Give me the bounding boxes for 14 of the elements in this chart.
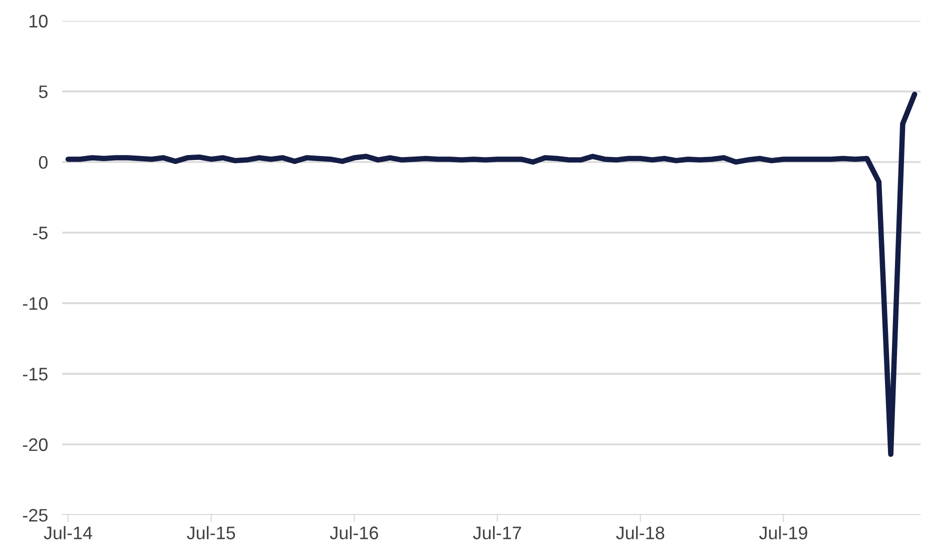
y-tick-label: -20 — [22, 438, 48, 452]
y-tick-label: 5 — [38, 86, 48, 98]
y-tick-label: -5 — [33, 226, 48, 240]
y-tick-label: -25 — [22, 508, 48, 522]
x-tick-label: Jul-18 — [616, 526, 664, 540]
y-tick-label: 10 — [30, 14, 48, 28]
x-tick-label: Jul-15 — [186, 526, 236, 540]
y-tick-label: -10 — [22, 297, 48, 310]
x-tick-label: Jul-17 — [473, 526, 522, 540]
y-tick-label: -15 — [22, 368, 48, 381]
x-tick-label: Jul-16 — [330, 526, 378, 540]
x-tick-label: Jul-14 — [44, 526, 92, 540]
y-tick-label: 0 — [38, 156, 48, 169]
x-tick-label: Jul-19 — [759, 526, 808, 540]
